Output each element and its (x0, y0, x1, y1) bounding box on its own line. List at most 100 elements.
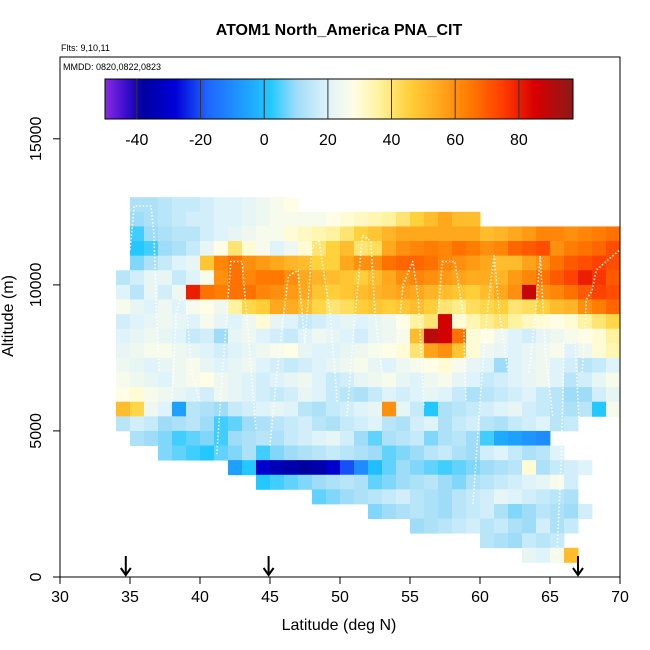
heatmap-cell (452, 357, 467, 373)
heatmap-cell (326, 255, 341, 271)
heatmap-cell (172, 445, 187, 461)
heatmap-cell (242, 401, 257, 417)
heatmap-cell (592, 241, 607, 257)
heatmap-cell (438, 270, 453, 286)
heatmap-cell (396, 401, 411, 417)
heatmap-cell (340, 460, 355, 476)
heatmap-cell (284, 416, 299, 432)
x-axis-label: Latitude (deg N) (282, 617, 397, 634)
heatmap-cell (508, 460, 523, 476)
heatmap-cell (480, 503, 495, 519)
heatmap-cell (536, 226, 551, 242)
heatmap-cell (508, 372, 523, 388)
heatmap-cell (270, 211, 285, 227)
heatmap-cell (298, 445, 313, 461)
heatmap-cell (368, 489, 383, 505)
heatmap-cell (550, 401, 565, 417)
heatmap-cell (396, 445, 411, 461)
heatmap-cell (284, 211, 299, 227)
heatmap-cell (256, 460, 271, 476)
y-tick-label: 15000 (28, 116, 45, 161)
heatmap-cell (550, 343, 565, 359)
heatmap-cell (438, 489, 453, 505)
heatmap-cell (186, 299, 201, 315)
heatmap-cell (396, 255, 411, 271)
heatmap-cell (564, 460, 579, 476)
heatmap-cell (550, 416, 565, 432)
heatmap-cell (130, 430, 145, 446)
heatmap-cell (256, 255, 271, 271)
heatmap-cell (494, 284, 509, 300)
heatmap-cell (270, 328, 285, 344)
heatmap-cell (200, 372, 215, 388)
heatmap-cell (298, 270, 313, 286)
heatmap-cell (200, 401, 215, 417)
heatmap-cell (382, 299, 397, 315)
heatmap-cell (298, 430, 313, 446)
heatmap-cell (354, 445, 369, 461)
heatmap-cell (144, 211, 159, 227)
heatmap-cell (466, 372, 481, 388)
heatmap-cell (396, 474, 411, 490)
heatmap-cell (452, 226, 467, 242)
heatmap-cell (368, 445, 383, 461)
heatmap-cell (424, 416, 439, 432)
heatmap-cell (284, 460, 299, 476)
heatmap-cell (536, 416, 551, 432)
heatmap-cell (466, 255, 481, 271)
flight-start-markers (119, 556, 584, 577)
heatmap-cell (466, 503, 481, 519)
heatmap-cell (130, 343, 145, 359)
heatmap-cell (158, 372, 173, 388)
heatmap-cell (522, 314, 537, 330)
heatmap-cell (536, 255, 551, 271)
heatmap-cell (592, 387, 607, 403)
heatmap-cell (466, 284, 481, 300)
heatmap-cell (522, 226, 537, 242)
heatmap-cell (144, 255, 159, 271)
heatmap-cell (564, 416, 579, 432)
heatmap-cell (578, 387, 593, 403)
heatmap-cell (368, 328, 383, 344)
heatmap-cell (382, 357, 397, 373)
heatmap-cell (480, 284, 495, 300)
heatmap-cell (536, 387, 551, 403)
heatmap-cell (354, 284, 369, 300)
chart-title: ATOM1 North_America PNA_CIT (216, 22, 463, 39)
heatmap-cell (564, 255, 579, 271)
y-tick-label: 5000 (28, 413, 45, 449)
heatmap-cell (382, 503, 397, 519)
heatmap-cell (256, 270, 271, 286)
heatmap-cell (606, 299, 621, 315)
heatmap-cell (242, 430, 257, 446)
heatmap-cell (438, 314, 453, 330)
heatmap-cell (284, 343, 299, 359)
heatmap-cell (340, 328, 355, 344)
heatmap-cell (228, 460, 243, 476)
heatmap-cell (396, 460, 411, 476)
heatmap-cell (564, 328, 579, 344)
flight-track (395, 260, 425, 408)
heatmap-cell (270, 416, 285, 432)
heatmap-cell (578, 460, 593, 476)
heatmap-cell (354, 401, 369, 417)
heatmap-cell (214, 328, 229, 344)
heatmap-cell (466, 299, 481, 315)
heatmap-cell (200, 328, 215, 344)
flights-note: Flts: 9,10,11 (61, 43, 110, 53)
heatmap-cell (382, 284, 397, 300)
heatmap-cell (452, 241, 467, 257)
heatmap-cell (480, 445, 495, 461)
heatmap-cell (130, 255, 145, 271)
heatmap-cell (410, 460, 425, 476)
heatmap-cell (480, 372, 495, 388)
heatmap-cell (606, 343, 621, 359)
heatmap-cell (606, 270, 621, 286)
heatmap-cell (438, 343, 453, 359)
heatmap-cell (200, 284, 215, 300)
heatmap-cell (368, 284, 383, 300)
heatmap-cell (116, 299, 131, 315)
heatmap-cell (424, 387, 439, 403)
heatmap-cell (396, 211, 411, 227)
